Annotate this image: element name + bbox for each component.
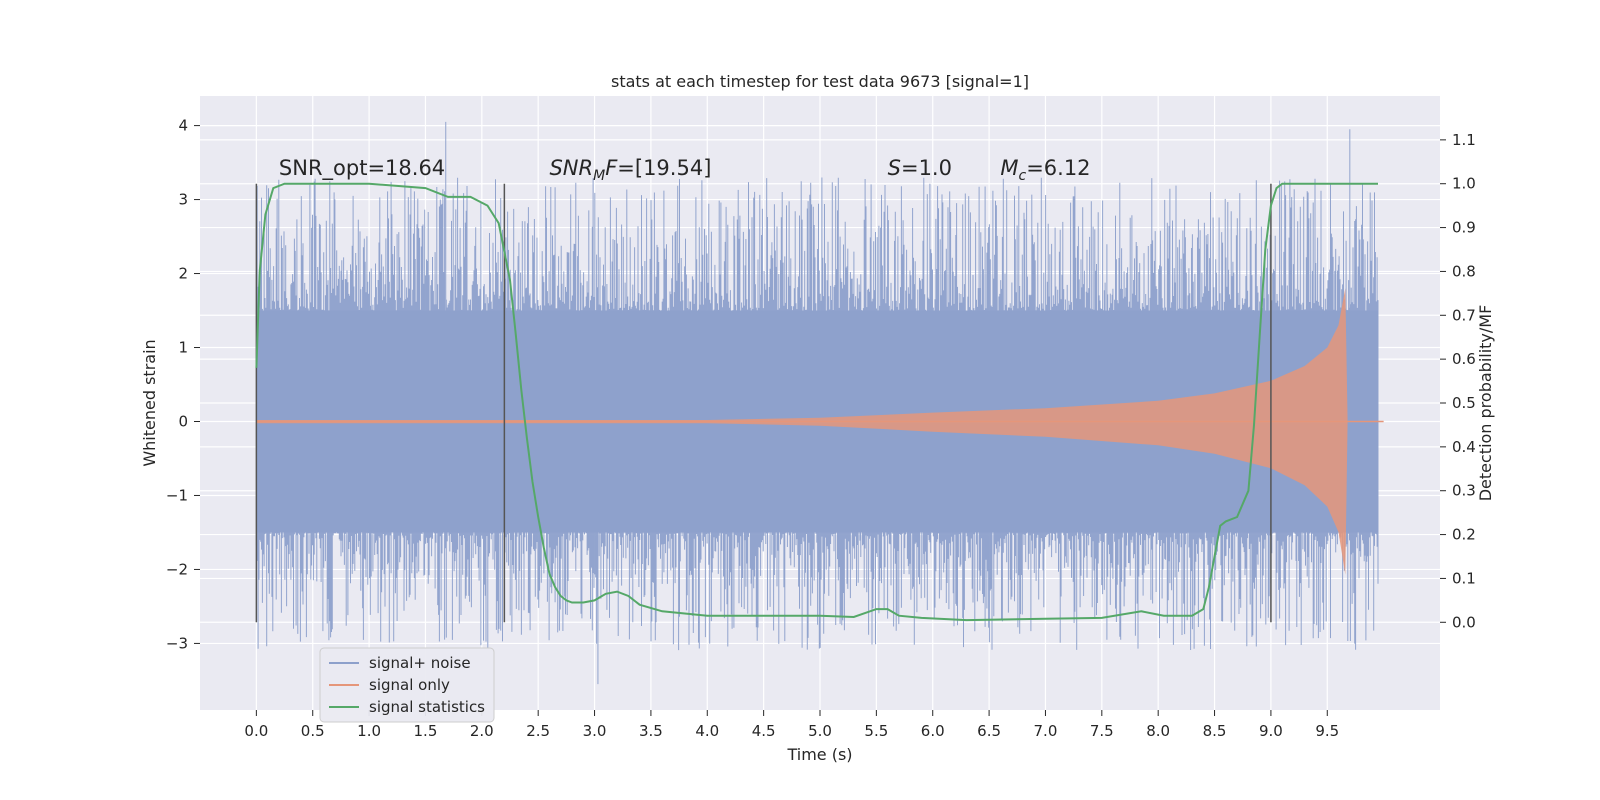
right-y-tick-label-2: 0.2 — [1452, 526, 1476, 544]
annotation-0: SNR_opt=18.64 — [279, 156, 445, 181]
x-tick-label-16: 8.0 — [1146, 722, 1170, 740]
x-tick-label-4: 2.0 — [470, 722, 494, 740]
y-tick-label-1: −2 — [166, 560, 188, 578]
y-axis-label: Whitened strain — [140, 339, 159, 466]
annotation-1: SNRMF=[19.54] — [549, 156, 711, 184]
y-tick-label-0: −3 — [166, 634, 188, 652]
signal-statistics-line — [255, 182, 1378, 622]
x-tick-label-2: 1.0 — [357, 722, 381, 740]
x-tick-label-9: 4.5 — [752, 722, 776, 740]
y-tick-label-3: 0 — [178, 412, 188, 430]
legend-label-signal: signal only — [369, 676, 450, 694]
annotation-2: S=1.0 — [888, 156, 952, 180]
y-tick-label-4: 1 — [178, 339, 188, 357]
y-tick-label-6: 3 — [178, 191, 188, 209]
signal-only-series — [256, 288, 1384, 575]
legend-label-noise: signal+ noise — [369, 654, 471, 672]
right-y-axis-ticks: 0.0 0.1 0.2 0.3 0.4 0.5 0.6 0.7 0.8 0.9 1.0 1.1 — [1440, 131, 1476, 631]
x-tick-label-0: 0.0 — [244, 722, 268, 740]
y-tick-label-2: −1 — [166, 486, 188, 504]
right-y-axis-label: Detection probability/MF — [1476, 305, 1495, 502]
x-axis-label: Time (s) — [786, 745, 852, 764]
x-tick-label-10: 5.0 — [808, 722, 832, 740]
x-tick-label-1: 0.5 — [301, 722, 325, 740]
right-y-tick-label-9: 0.9 — [1452, 219, 1476, 237]
x-tick-label-12: 6.0 — [921, 722, 945, 740]
x-tick-label-3: 1.5 — [414, 722, 438, 740]
annotations: SNR_opt=18.64 SNRMF=[19.54] S=1.0 Mc=6.12 — [279, 156, 1091, 184]
signal-envelope — [256, 288, 1384, 575]
signal-statistics-series — [255, 182, 1378, 622]
x-tick-label-19: 9.5 — [1315, 722, 1339, 740]
x-tick-label-8: 4.0 — [695, 722, 719, 740]
legend: signal+ noise signal only signal statist… — [319, 647, 495, 723]
x-tick-label-7: 3.5 — [639, 722, 663, 740]
right-y-tick-label-1: 0.1 — [1452, 569, 1476, 587]
right-y-tick-label-7: 0.7 — [1452, 306, 1476, 324]
y-axis-ticks: −3 −2 −1 0 1 2 3 4 — [166, 117, 200, 652]
right-y-tick-label-5: 0.5 — [1452, 394, 1476, 412]
right-y-tick-label-11: 1.1 — [1452, 131, 1476, 149]
right-y-tick-label-4: 0.4 — [1452, 438, 1476, 456]
y-tick-label-5: 2 — [178, 265, 188, 283]
annotation-3: Mc=6.12 — [1000, 156, 1090, 184]
x-tick-label-17: 8.5 — [1203, 722, 1227, 740]
legend-label-stats: signal statistics — [369, 698, 485, 716]
right-y-tick-label-3: 0.3 — [1452, 482, 1476, 500]
right-y-tick-label-0: 0.0 — [1452, 613, 1476, 631]
x-tick-label-14: 7.0 — [1034, 722, 1058, 740]
x-tick-label-5: 2.5 — [526, 722, 550, 740]
right-y-tick-label-10: 1.0 — [1452, 175, 1476, 193]
x-tick-label-15: 7.5 — [1090, 722, 1114, 740]
x-tick-label-18: 9.0 — [1259, 722, 1283, 740]
y-tick-label-7: 4 — [178, 117, 188, 135]
x-tick-label-13: 6.5 — [977, 722, 1001, 740]
x-tick-label-6: 3.0 — [583, 722, 607, 740]
chart-title: stats at each timestep for test data 967… — [611, 72, 1029, 91]
x-tick-label-11: 5.5 — [864, 722, 888, 740]
right-y-tick-label-8: 0.8 — [1452, 262, 1476, 280]
x-axis-ticks: 0.0 0.5 1.0 1.5 2.0 2.5 3.0 3.5 4.0 4.5 5.0 5.5 6.0 6… — [244, 710, 1339, 740]
legend-box — [319, 647, 495, 723]
right-y-tick-label-6: 0.6 — [1452, 350, 1476, 368]
